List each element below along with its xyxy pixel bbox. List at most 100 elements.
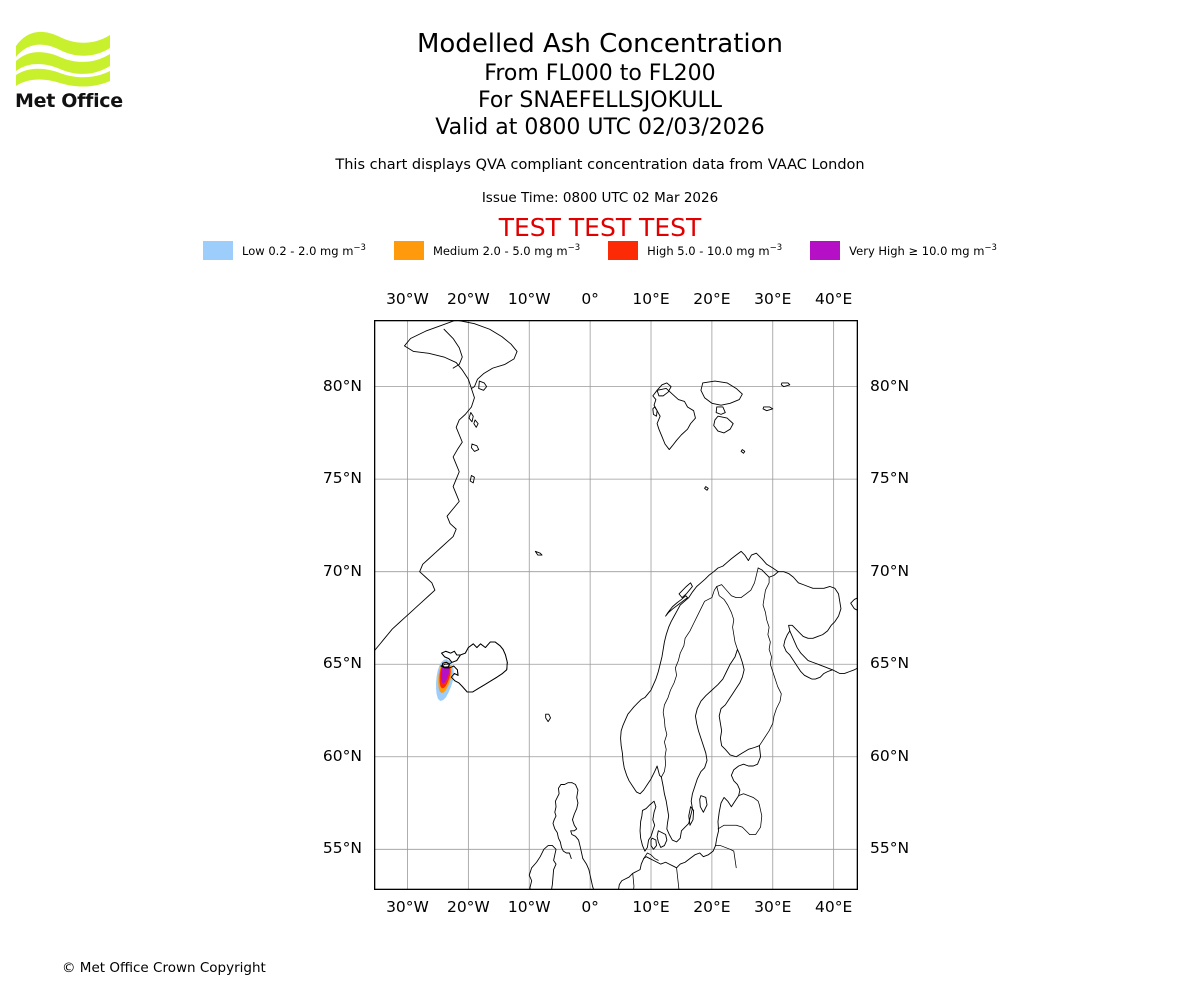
coastline-path — [473, 419, 479, 428]
met-office-logo-text: Met Office — [15, 90, 123, 112]
axis-tick-label: 20°E — [693, 290, 731, 308]
axis-tick-label: 60°N — [322, 746, 362, 765]
plume-contour-very-high — [440, 663, 450, 684]
coastline-path — [643, 745, 762, 869]
legend-swatch-high — [608, 241, 639, 260]
axis-tick-label: 10°W — [507, 898, 551, 916]
axis-tick-label: 20°W — [446, 898, 490, 916]
coastline-path — [545, 713, 551, 723]
coastline-path — [660, 586, 718, 778]
chart-source-note: This chart displays QVA compliant concen… — [335, 157, 865, 173]
coastline-path — [704, 486, 709, 491]
coastline-path — [762, 406, 774, 412]
axis-tick-label: 30°W — [386, 898, 429, 916]
legend-label-low: Low 0.2 - 2.0 mg m−3 — [242, 243, 366, 258]
coastline-path — [713, 415, 734, 434]
coastline-path — [715, 406, 726, 415]
coastline-path — [469, 475, 475, 484]
axis-tick-label: 30°E — [754, 290, 792, 308]
axis-tick-label: 60°N — [870, 746, 910, 765]
coastline-path — [715, 845, 737, 869]
axis-tick-label: 10°E — [632, 898, 670, 916]
map-canvas — [374, 320, 858, 890]
map-gridlines — [374, 320, 858, 890]
coastline-path — [440, 650, 461, 663]
coastline-path — [478, 380, 488, 391]
coastline-path — [699, 795, 708, 813]
coastline-path — [783, 630, 833, 680]
coastline-path — [850, 597, 858, 611]
axis-tick-label: 20°E — [693, 898, 731, 916]
legend-label-medium: Medium 2.0 - 5.0 mg m−3 — [432, 243, 581, 258]
met-office-waves-icon — [16, 31, 110, 87]
coastline-path — [570, 782, 584, 859]
coastline-path — [758, 576, 782, 747]
legend-swatch-medium — [393, 241, 424, 260]
coastline-path — [757, 567, 779, 578]
axis-tick-label: 20°W — [446, 290, 490, 308]
legend-item-very-high: Very High ≥ 10.0 mg m−3 — [810, 241, 997, 260]
test-banner: TEST TEST TEST — [498, 213, 702, 242]
coastline-path — [716, 567, 759, 598]
coastline-path — [455, 320, 518, 389]
coastline-path — [749, 804, 763, 835]
coastline-path — [528, 845, 557, 890]
flight-level-range: From FL000 to FL200 — [484, 61, 716, 86]
coastline-path — [620, 550, 779, 795]
legend-label-very-high: Very High ≥ 10.0 mg m−3 — [849, 243, 997, 258]
page-title: Modelled Ash Concentration — [416, 29, 784, 59]
coastline-path — [470, 443, 480, 452]
coastline-path — [740, 449, 746, 454]
coastline-path — [688, 806, 695, 826]
axis-tick-label: 10°W — [507, 290, 551, 308]
valid-time: Valid at 0800 UTC 02/03/2026 — [435, 115, 765, 140]
coastline-path — [656, 830, 668, 848]
coastline-path — [652, 406, 658, 417]
axis-tick-label: 80°N — [870, 376, 910, 395]
coastline-path — [660, 648, 738, 843]
map-frame — [374, 320, 858, 890]
coastline-path — [439, 641, 508, 693]
axis-tick-label: 65°N — [870, 654, 910, 673]
coastline-path — [650, 837, 657, 850]
coastline-path — [738, 793, 760, 806]
coastline-path — [534, 550, 543, 556]
iceland-outline-overlay — [439, 641, 508, 693]
coastline-path — [718, 648, 760, 758]
axis-tick-label: 70°N — [322, 561, 362, 580]
axis-tick-label: 70°N — [870, 561, 910, 580]
coastline-path — [639, 800, 657, 852]
ash-plume — [436, 659, 454, 701]
axis-tick-label: 75°N — [870, 469, 910, 488]
concentration-legend: Low 0.2 - 2.0 mg m−3 Medium 2.0 - 5.0 mg… — [0, 241, 1200, 260]
coastline-path — [632, 872, 635, 890]
issue-time: Issue Time: 0800 UTC 02 Mar 2026 — [481, 190, 719, 206]
ash-concentration-map — [374, 320, 858, 890]
legend-label-high: High 5.0 - 10.0 mg m−3 — [647, 243, 783, 258]
coastline-path — [700, 380, 743, 406]
axis-tick-label: 30°E — [754, 898, 792, 916]
axis-tick-label: 0° — [581, 898, 599, 916]
coastline-path — [665, 595, 688, 617]
coastline-path — [582, 858, 598, 890]
axis-tick-label: 0° — [581, 290, 599, 308]
legend-swatch-low — [203, 241, 234, 260]
axis-tick-label: 55°N — [322, 839, 362, 858]
legend-item-low: Low 0.2 - 2.0 mg m−3 — [203, 241, 366, 260]
axis-tick-label: 80°N — [322, 376, 362, 395]
axis-tick-label: 10°E — [632, 290, 670, 308]
coastline-path — [468, 412, 474, 423]
coastline-path — [552, 782, 573, 859]
coastline-path — [835, 667, 858, 674]
coastline-path — [676, 867, 680, 890]
coastline-path — [780, 382, 791, 388]
met-office-logo: Met Office — [14, 26, 124, 116]
coastline-path — [716, 586, 738, 650]
coastline-path — [443, 328, 463, 369]
legend-swatch-very-high — [810, 241, 841, 260]
chart-title-block: Modelled Ash Concentration From FL000 to… — [0, 28, 1200, 141]
coastline-path — [717, 824, 751, 835]
map-coastlines — [374, 320, 858, 890]
axis-tick-label: 55°N — [870, 839, 910, 858]
legend-item-high: High 5.0 - 10.0 mg m−3 — [608, 241, 782, 260]
